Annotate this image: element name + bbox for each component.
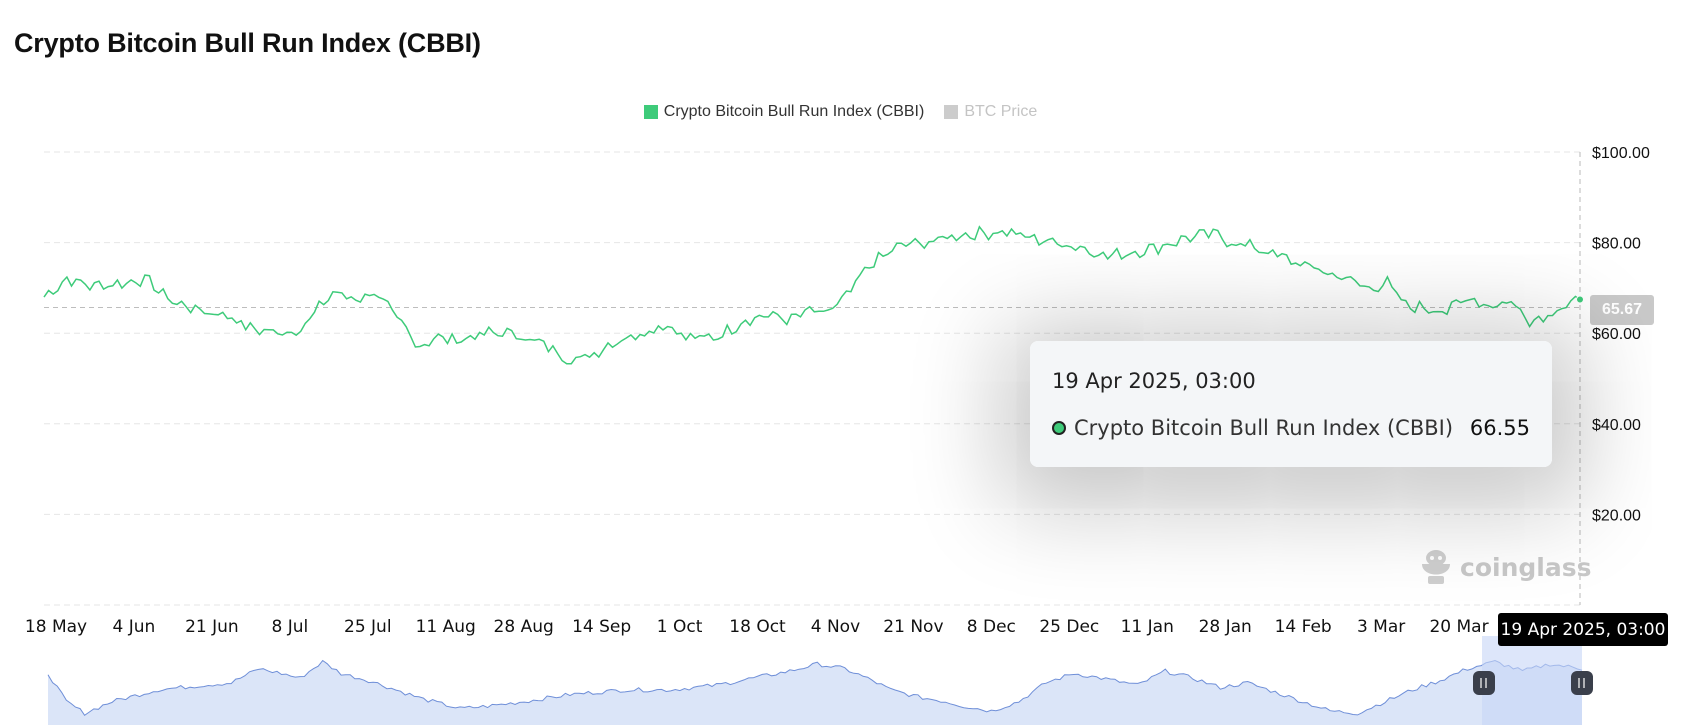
x-tick-label: 21 Nov bbox=[883, 617, 943, 637]
x-tick-label: 14 Sep bbox=[572, 617, 631, 637]
tooltip-series-name: Crypto Bitcoin Bull Run Index (CBBI) bbox=[1074, 416, 1454, 440]
x-tick-label: 8 Dec bbox=[967, 617, 1016, 637]
x-tick-label: 3 Mar bbox=[1357, 617, 1405, 637]
x-tick-label: 4 Nov bbox=[811, 617, 860, 637]
x-axis: 18 May 4 Jun 21 Jun 8 Jul 25 Jul 11 Aug 28 Aug… bbox=[25, 617, 1489, 637]
y-tick-label: $80.00 bbox=[1592, 236, 1641, 253]
navigator-handle-right[interactable] bbox=[1571, 671, 1593, 695]
series-end-marker bbox=[1576, 295, 1584, 304]
navigator[interactable] bbox=[47, 636, 1593, 725]
navigator-area bbox=[48, 660, 1582, 725]
x-tick-label: 8 Jul bbox=[271, 617, 308, 637]
x-tick-label: 21 Jun bbox=[185, 617, 239, 637]
x-tick-label: 25 Jul bbox=[344, 617, 392, 637]
navigator-line bbox=[47, 659, 1583, 717]
watermark-text: coinglass bbox=[1460, 552, 1592, 582]
chart-legend: Crypto Bitcoin Bull Run Index (CBBI) BTC… bbox=[0, 103, 1681, 121]
x-tick-label: 20 Mar bbox=[1429, 617, 1488, 637]
x-tick-label: 1 Oct bbox=[657, 617, 703, 637]
x-tick-label: 11 Aug bbox=[416, 617, 476, 637]
crosshair-date-label: 19 Apr 2025, 03:00 bbox=[1498, 613, 1668, 646]
x-tick-label: 11 Jan bbox=[1121, 617, 1174, 637]
legend-label-cbbi: Crypto Bitcoin Bull Run Index (CBBI) bbox=[663, 103, 925, 120]
x-tick-label: 4 Jun bbox=[113, 617, 156, 637]
tooltip-date: 19 Apr 2025, 03:00 bbox=[1052, 369, 1256, 393]
legend-swatch-cbbi bbox=[643, 105, 658, 119]
legend-item-cbbi[interactable]: Crypto Bitcoin Bull Run Index (CBBI) bbox=[643, 103, 925, 121]
navigator-handle-left[interactable] bbox=[1473, 671, 1495, 695]
x-tick-label: 25 Dec bbox=[1039, 617, 1099, 637]
y-tick-label: $60.00 bbox=[1592, 326, 1641, 343]
y-tick-label: $40.00 bbox=[1592, 417, 1641, 434]
coinglass-logo-icon bbox=[1422, 550, 1450, 584]
legend-item-btc-price[interactable]: BTC Price bbox=[944, 103, 1037, 121]
chart-tooltip: 19 Apr 2025, 03:00 Crypto Bitcoin Bull R… bbox=[1030, 341, 1552, 467]
x-tick-label: 18 Oct bbox=[729, 617, 786, 637]
coinglass-watermark: coinglass bbox=[1418, 548, 1591, 586]
x-tick-label: 28 Jan bbox=[1199, 617, 1252, 637]
legend-label-btc-price: BTC Price bbox=[964, 103, 1038, 120]
legend-swatch-btc-price bbox=[944, 105, 959, 119]
tooltip-value: 66.55 bbox=[1469, 416, 1530, 440]
page-title: Crypto Bitcoin Bull Run Index (CBBI) bbox=[14, 28, 481, 58]
x-tick-label: 14 Feb bbox=[1275, 617, 1332, 637]
y-axis: $100.00 $80.00 $60.00 $40.00 $20.00 bbox=[1592, 145, 1650, 524]
tooltip-series-dot-icon bbox=[1052, 421, 1066, 435]
last-value-tag: 65.67 bbox=[1590, 295, 1654, 325]
y-tick-label: $100.00 bbox=[1592, 145, 1650, 162]
y-tick-label: $20.00 bbox=[1592, 507, 1641, 524]
series-line-cbbi bbox=[43, 225, 1581, 365]
x-tick-label: 28 Aug bbox=[494, 617, 554, 637]
x-tick-label: 18 May bbox=[25, 617, 87, 637]
tooltip-row-cbbi: Crypto Bitcoin Bull Run Index (CBBI) 66.… bbox=[1052, 416, 1530, 440]
navigator-selected-range[interactable] bbox=[1482, 636, 1582, 725]
